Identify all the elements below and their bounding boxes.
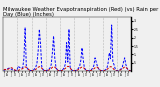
- Text: Milwaukee Weather Evapotranspiration (Red) (vs) Rain per Day (Blue) (Inches): Milwaukee Weather Evapotranspiration (Re…: [3, 7, 159, 17]
